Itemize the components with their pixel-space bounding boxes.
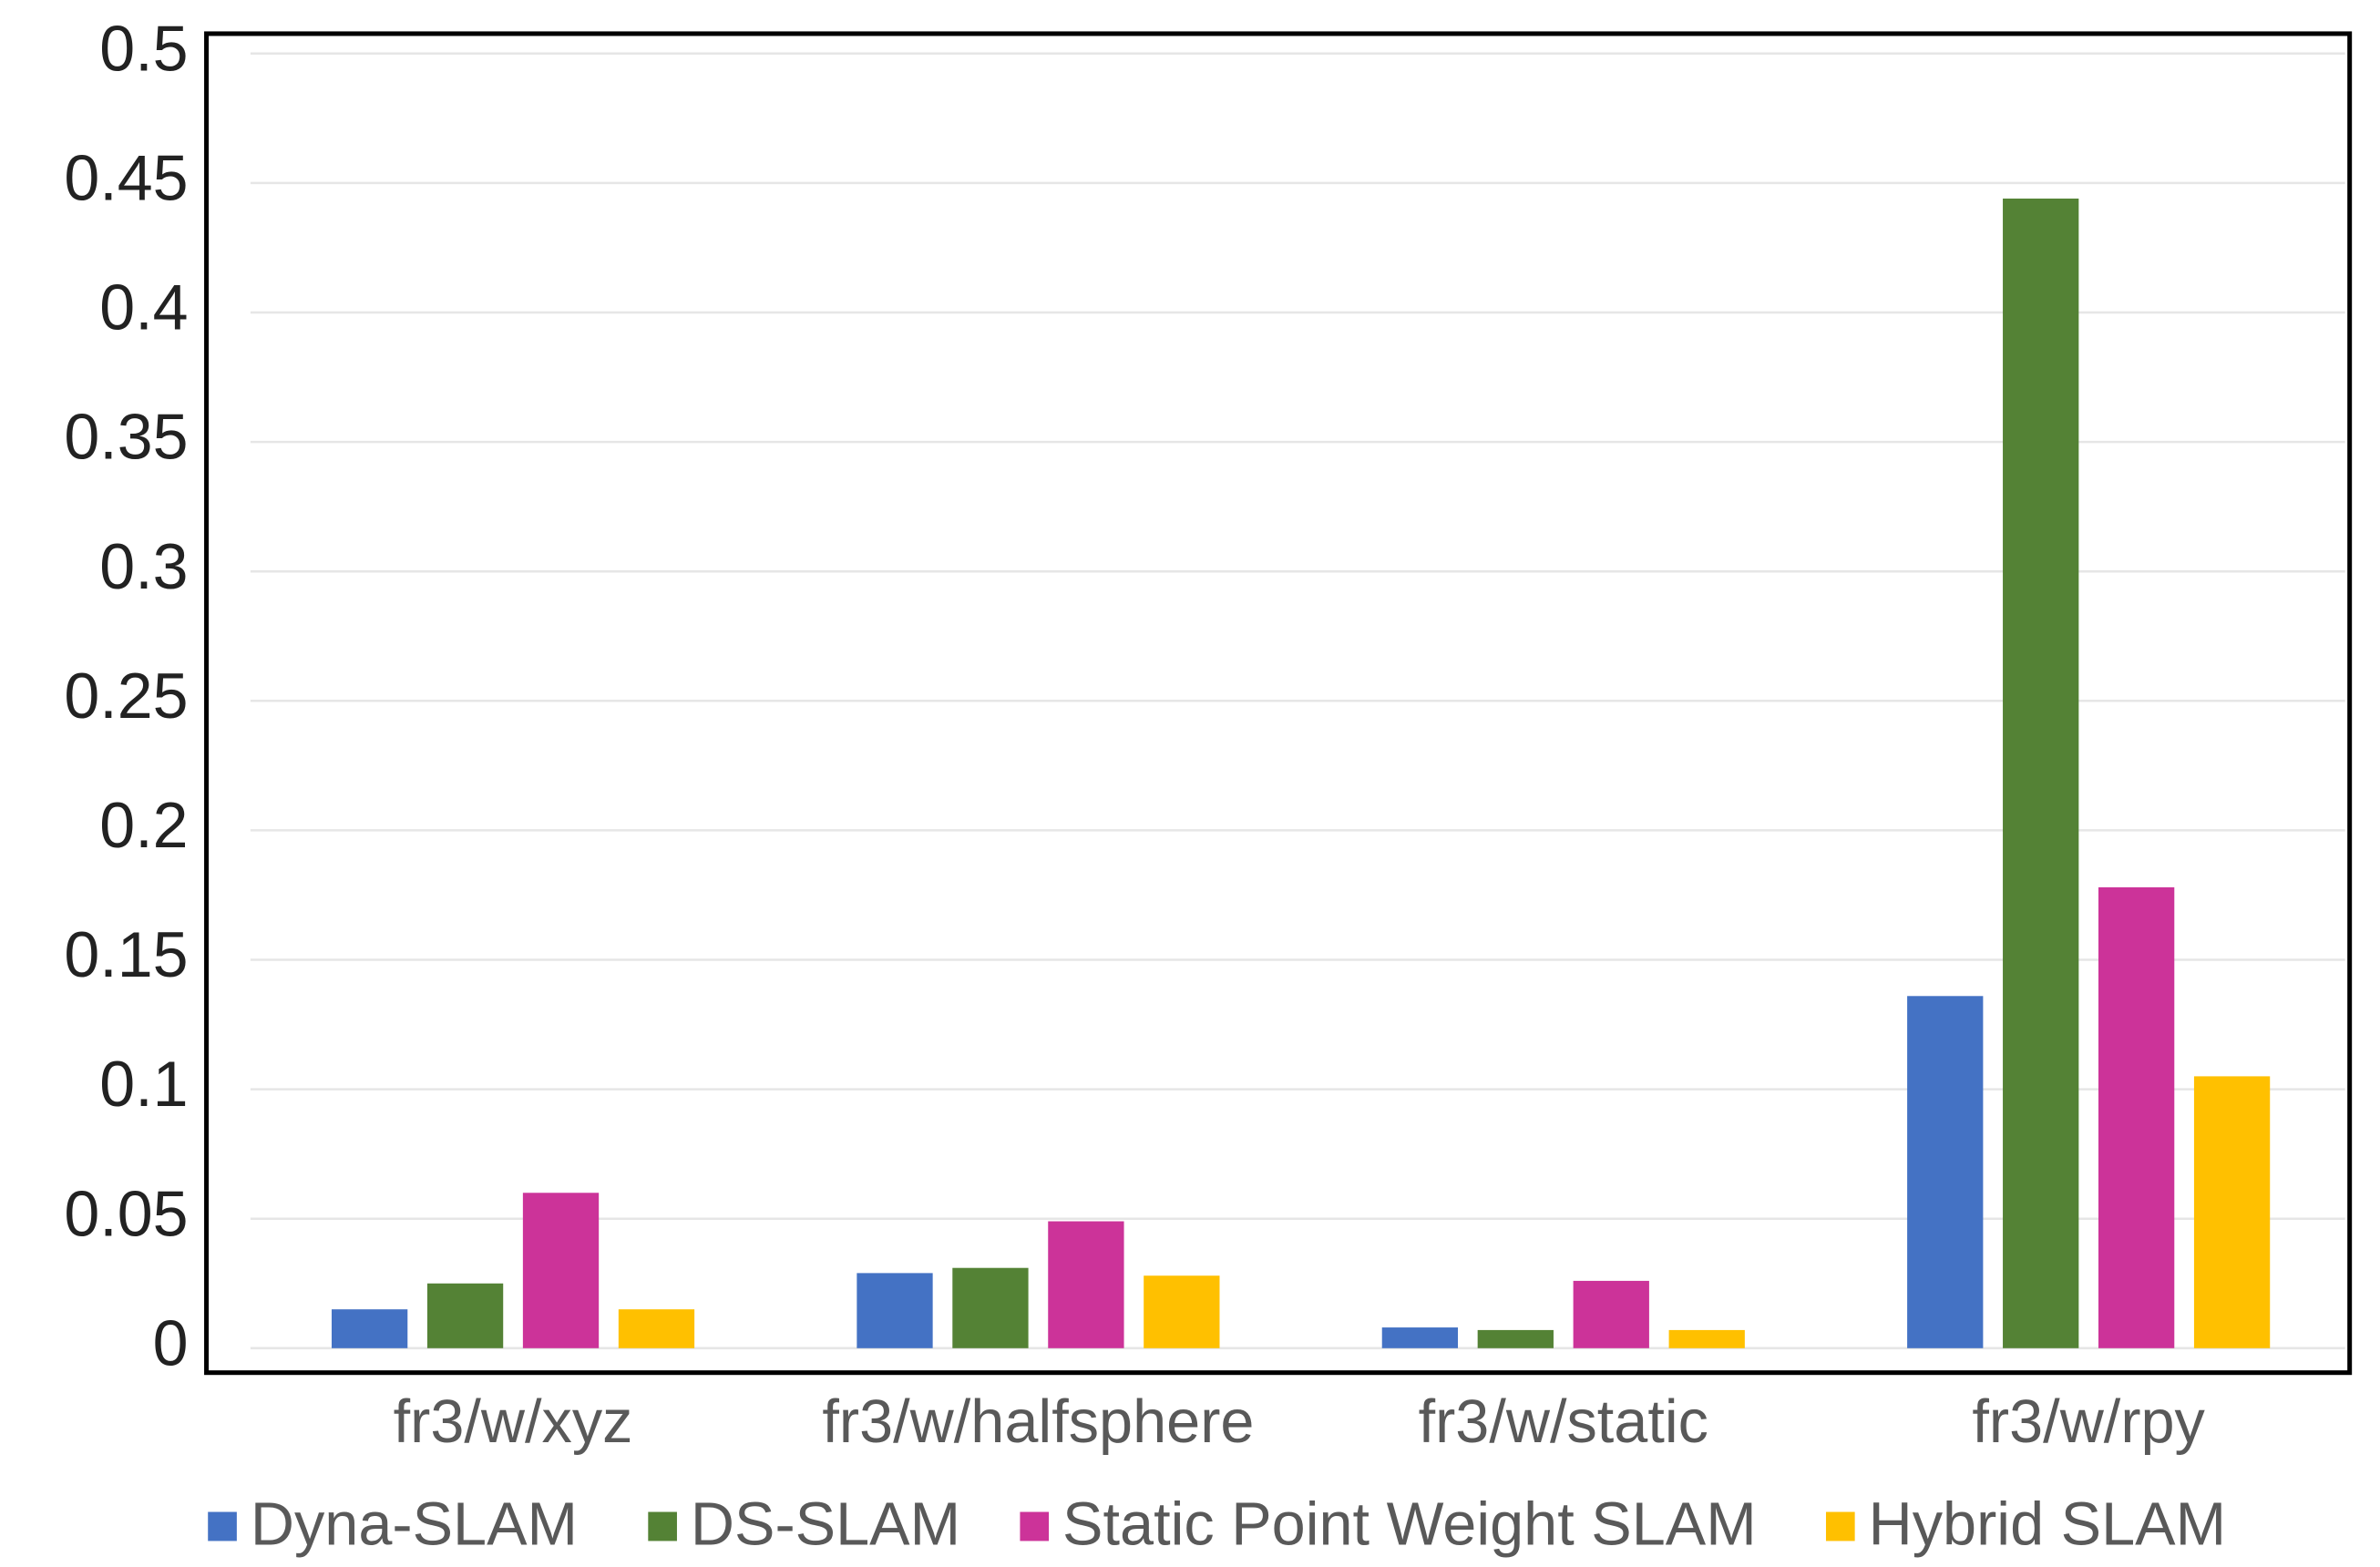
y-tick-label: 0.15 bbox=[64, 918, 188, 990]
legend-swatch bbox=[648, 1511, 677, 1541]
bar bbox=[857, 1273, 933, 1348]
y-tick-label: 0.2 bbox=[99, 789, 188, 861]
x-tick-label: fr3/w/rpy bbox=[1972, 1388, 2205, 1456]
bar bbox=[331, 1309, 408, 1348]
bar bbox=[2003, 198, 2079, 1348]
bar bbox=[426, 1283, 504, 1348]
x-tick-label: fr3/w/static bbox=[1419, 1388, 1708, 1456]
y-tick-label: 0.5 bbox=[99, 12, 188, 84]
bar bbox=[1144, 1275, 1220, 1348]
legend-swatch bbox=[1020, 1511, 1050, 1541]
bar bbox=[1573, 1280, 1649, 1348]
bar bbox=[1668, 1329, 1745, 1348]
y-tick-label: 0.45 bbox=[64, 141, 188, 213]
legend-label: Hybrid SLAM bbox=[1869, 1490, 2226, 1559]
bar bbox=[522, 1193, 600, 1348]
y-tick-label: 0.25 bbox=[64, 660, 188, 732]
legend-label: Static Point Weight SLAM bbox=[1062, 1490, 1757, 1559]
bar bbox=[618, 1309, 695, 1348]
y-tick-label: 0 bbox=[153, 1306, 189, 1378]
bar bbox=[2193, 1076, 2271, 1348]
bar bbox=[2098, 886, 2175, 1348]
x-tick-label: fr3/w/xyz bbox=[394, 1388, 633, 1456]
x-tick-label: fr3/w/halfsphere bbox=[822, 1388, 1254, 1456]
bar bbox=[1381, 1327, 1459, 1348]
y-tick-label: 0.35 bbox=[64, 400, 188, 472]
bar bbox=[952, 1267, 1029, 1348]
y-tick-label: 0.3 bbox=[99, 530, 188, 602]
y-tick-label: 0.4 bbox=[99, 271, 188, 343]
legend-swatch bbox=[208, 1511, 237, 1541]
bar bbox=[1477, 1329, 1554, 1348]
y-tick-label: 0.1 bbox=[99, 1048, 188, 1120]
y-tick-label: 0.05 bbox=[64, 1177, 188, 1249]
bar bbox=[1907, 996, 1984, 1348]
legend-label: Dyna-SLAM bbox=[251, 1490, 578, 1559]
legend-label: DS-SLAM bbox=[691, 1490, 960, 1559]
bar bbox=[1048, 1221, 1124, 1348]
legend-swatch bbox=[1825, 1511, 1855, 1541]
plot-frame bbox=[204, 31, 2353, 1376]
